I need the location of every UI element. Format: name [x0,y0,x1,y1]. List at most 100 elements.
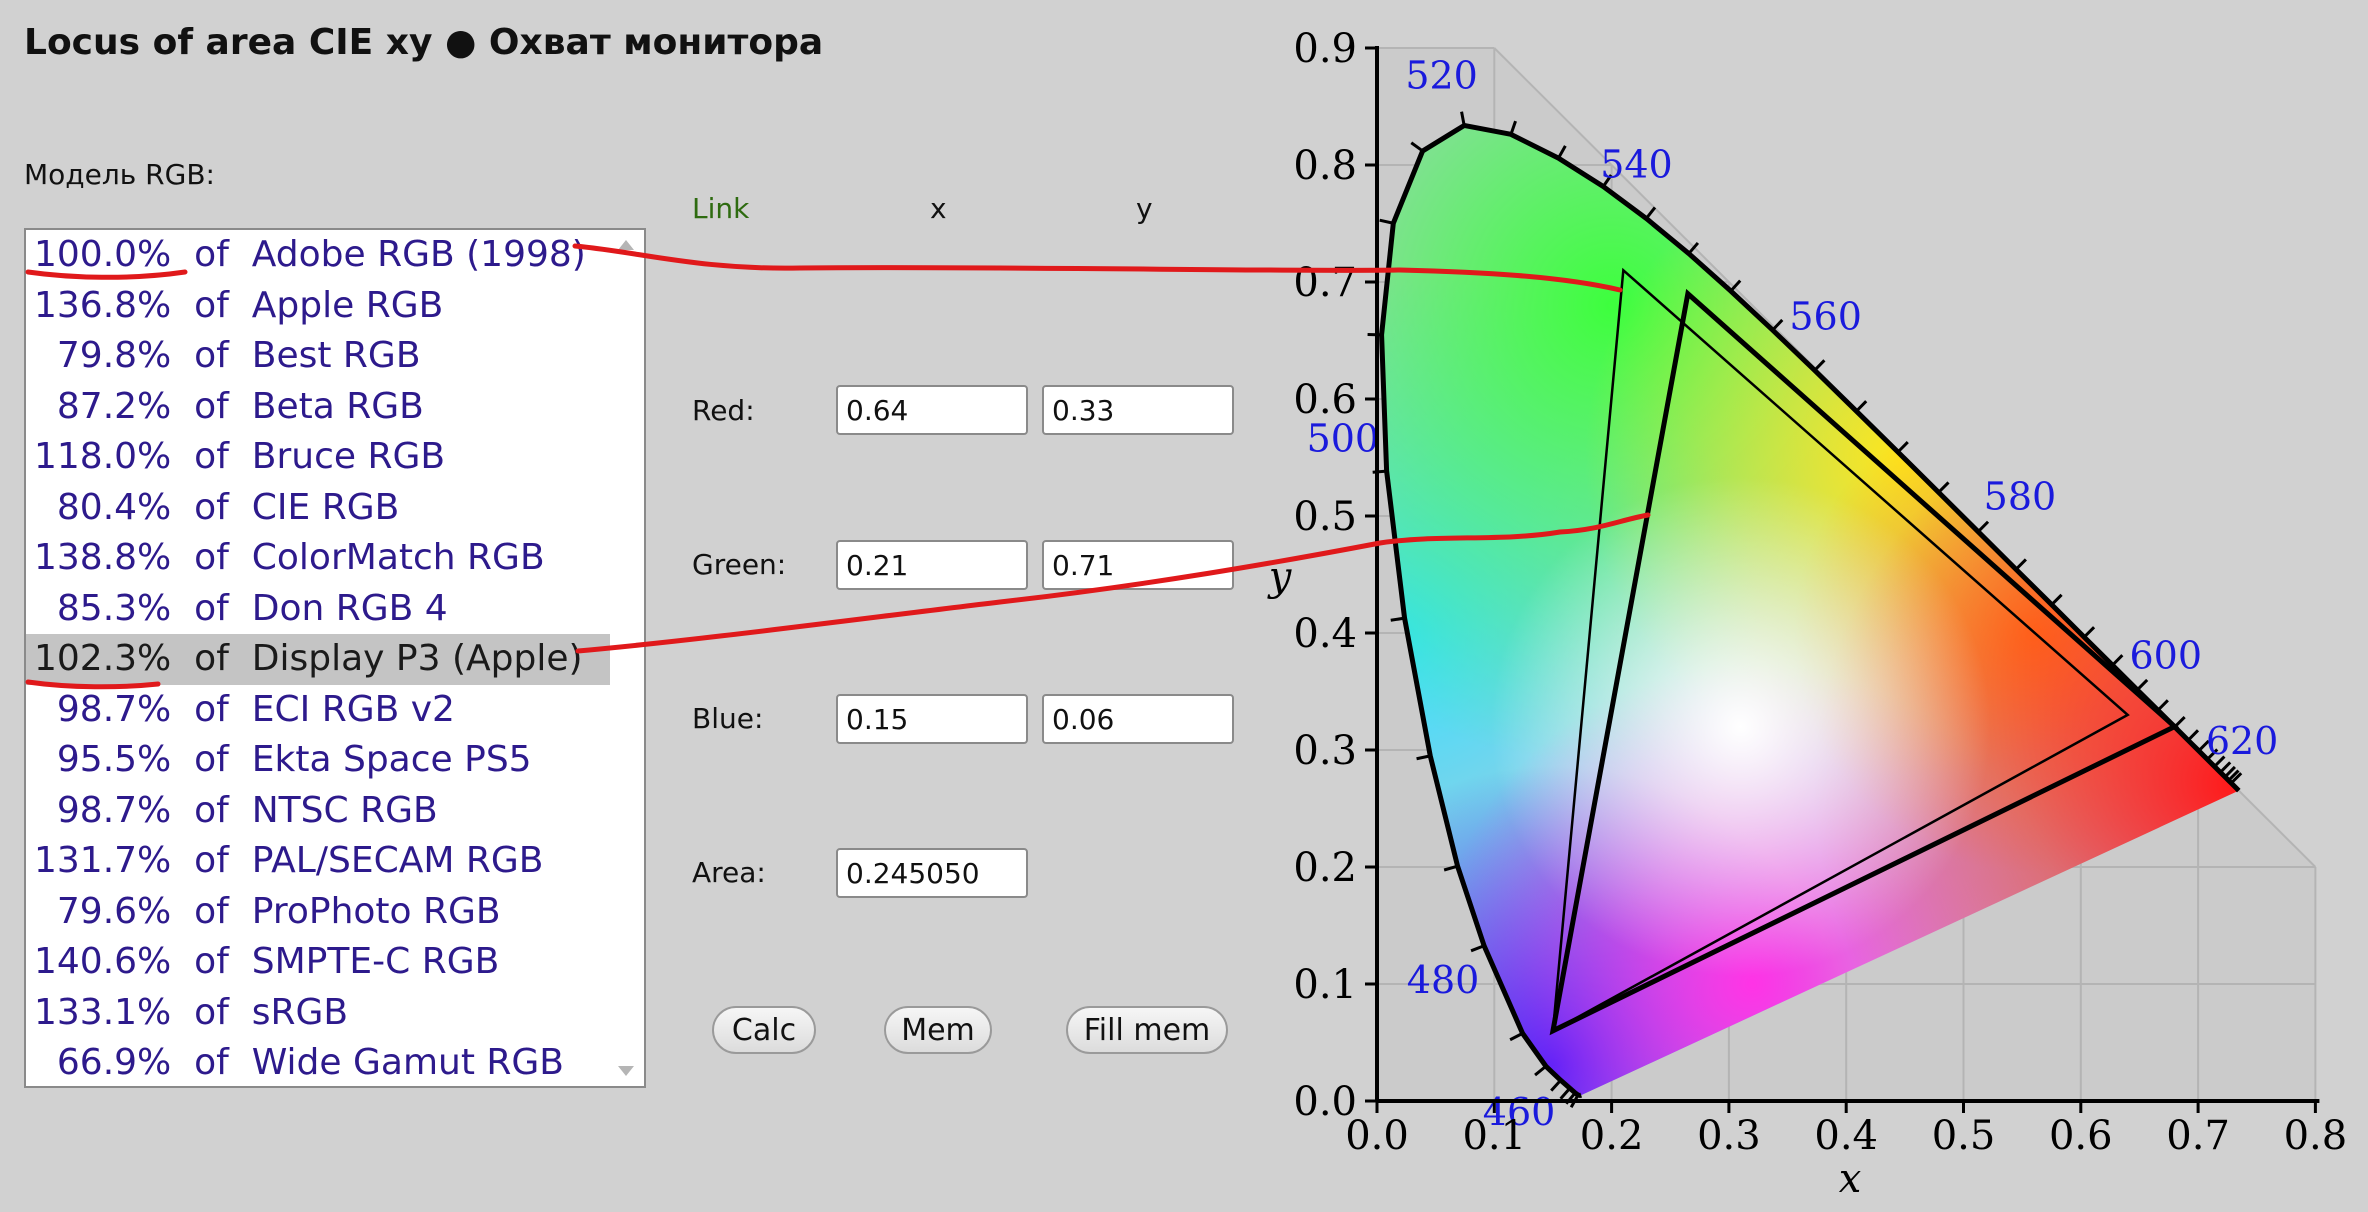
wavelength-tick [1687,241,1700,255]
wavelength-tick [2224,765,2236,778]
rgb-percent: 95.5% [56,739,172,780]
rgb-model-name: Display P3 (Apple) [251,638,583,679]
rgb-model-name: SMPTE-C RGB [251,941,500,982]
of-connector: of [194,537,229,578]
rgb-model-name: Best RGB [251,335,421,376]
wavelength-tick [1602,174,1613,188]
rgb-model-name: NTSC RGB [251,789,438,831]
of-connector: of [194,638,229,679]
calc-button[interactable]: Calc [712,1006,816,1054]
rgb-model-name: Apple RGB [251,284,444,326]
list-item[interactable]: 85.3% of Don RGB 4 [26,584,610,635]
list-item[interactable]: 79.6% of ProPhoto RGB [26,887,610,938]
annotation-line [572,243,1623,293]
green-label: Green: [692,548,787,581]
annotation-underline [25,679,161,690]
red-y-input[interactable] [1042,385,1234,435]
wavelength-label: 500 [1307,416,1380,460]
x-tick-label: 0.1 [1462,1113,1526,1159]
rgb-percent: 133.1% [34,991,172,1033]
y-tick-label: 0.1 [1293,962,1357,1008]
rgb-model-listbox[interactable]: 100.0% of Adobe RGB (1998) 136.8% of Appl… [24,228,646,1088]
rgb-model-name: ECI RGB v2 [251,688,455,730]
wavelength-tick [1372,469,1387,474]
wavelength-tick [1813,359,1826,372]
list-item[interactable]: 133.1% of sRGB [26,988,610,1039]
rgb-percent: 140.6% [34,941,172,982]
annotation-line [575,512,1651,654]
blue-y-input[interactable] [1042,694,1234,744]
of-connector: of [194,436,229,477]
wavelength-label: 480 [1407,958,1480,1002]
rgb-percent: 79.8% [56,335,172,376]
rgb-percent: 98.7% [56,688,172,730]
rgb-model-name: Bruce RGB [251,436,446,477]
list-item[interactable]: 100.0% of Adobe RGB (1998) [26,230,610,281]
wavelength-tick [1855,400,1868,413]
green-x-input[interactable] [836,540,1028,590]
list-item[interactable]: 98.7% of NTSC RGB [26,786,610,837]
rgb-percent: 85.3% [56,587,172,629]
blue-label: Blue: [692,702,764,735]
red-x-input[interactable] [836,385,1028,435]
of-connector: of [194,739,229,780]
list-item[interactable]: 87.2% of Beta RGB [26,382,610,433]
list-item[interactable]: 136.8% of Apple RGB [26,281,610,332]
list-item[interactable]: 80.4% of CIE RGB [26,483,610,534]
y-tick-label: 0.7 [1293,260,1357,306]
rgb-percent: 136.8% [34,284,172,326]
scroll-up-icon[interactable] [618,240,634,250]
list-item[interactable]: 66.9% of Wide Gamut RGB [26,1038,610,1086]
list-item[interactable]: 98.7% of ECI RGB v2 [26,685,610,736]
green-y-input[interactable] [1042,540,1234,590]
wavelength-tick [2111,654,2124,667]
spectral-locus [1379,122,2241,1098]
gamut-triangle [1549,288,2180,1036]
link-header[interactable]: Link [692,192,750,225]
wavelength-tick [1550,1079,1562,1092]
wavelength-tick [1410,141,1424,153]
rgb-model-name: Wide Gamut RGB [251,1042,565,1083]
wavelength-tick [2230,772,2243,785]
wavelength-label: 620 [2206,719,2279,763]
wavelength-tick [2227,769,2240,782]
list-item[interactable]: 131.7% of PAL/SECAM RGB [26,836,610,887]
wavelength-tick [1771,318,1784,332]
rgb-model-name: Beta RGB [251,385,424,427]
listbox-scrollbar[interactable] [610,230,644,1086]
wavelength-tick [1977,520,1990,533]
wavelength-tick [2206,748,2219,761]
wavelength-label: 600 [2129,633,2202,677]
wavelength-tick [2213,755,2226,768]
rgb-model-name: sRGB [251,991,349,1033]
list-item[interactable]: 79.8% of Best RGB [26,331,610,382]
list-item[interactable]: 138.8% of ColorMatch RGB [26,533,610,584]
rgb-percent: 100.0% [34,234,172,275]
x-column-header: x [930,192,947,225]
blue-x-input[interactable] [836,694,1028,744]
y-tick-label: 0.0 [1293,1079,1357,1125]
of-connector: of [194,486,229,528]
scroll-down-icon[interactable] [618,1066,634,1076]
fill-mem-button[interactable]: Fill mem [1066,1006,1228,1054]
area-output[interactable] [836,848,1028,898]
rgb-model-name: ProPhoto RGB [251,890,501,932]
x-tick-label: 0.7 [2166,1113,2230,1159]
wavelength-tick [1896,440,1909,454]
list-item[interactable]: 95.5% of Ekta Space PS5 [26,735,610,786]
wavelength-tick [2156,699,2169,712]
of-connector: of [194,234,229,275]
y-tick-label: 0.2 [1293,845,1357,891]
wavelength-tick [1460,111,1466,126]
of-connector: of [194,789,229,831]
y-tick-label: 0.8 [1293,143,1357,189]
list-item[interactable]: 118.0% of Bruce RGB [26,432,610,483]
list-item[interactable]: 102.3% of Display P3 (Apple) [26,634,610,685]
wavelength-label: 560 [1789,294,1862,338]
wavelength-tick [1937,481,1950,494]
list-item[interactable]: 140.6% of SMPTE-C RGB [26,937,610,988]
of-connector: of [194,1042,229,1083]
x-tick-label: 0.6 [2049,1113,2113,1159]
mem-button[interactable]: Mem [884,1006,992,1054]
rgb-model-name: CIE RGB [251,486,400,528]
